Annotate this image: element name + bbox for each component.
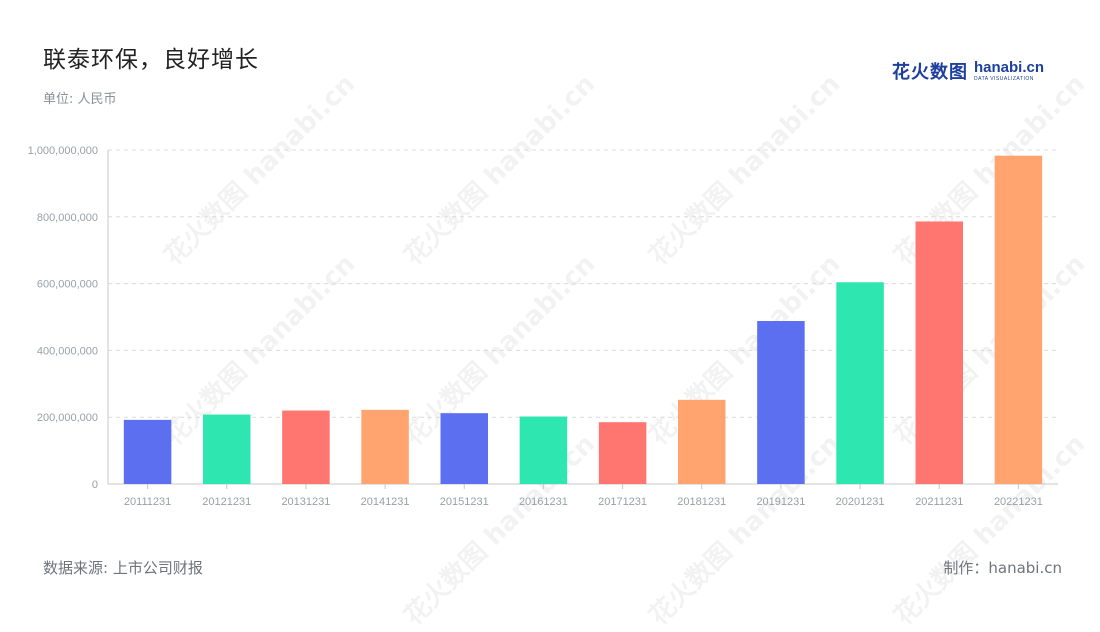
- bar-20191231: [757, 321, 805, 484]
- bar-20161231: [519, 416, 568, 484]
- x-tick-label: 20131231: [281, 496, 330, 508]
- bar-20151231: [440, 413, 488, 484]
- x-tick-label: 20181231: [677, 496, 726, 508]
- x-tick-label: 20171231: [598, 496, 647, 508]
- bar-20201231: [836, 282, 884, 484]
- brand-cn-text: 花火数图: [892, 62, 968, 83]
- bar-20171231: [598, 422, 647, 484]
- x-tick-label: 20221231: [994, 496, 1043, 508]
- brand-en-text: hanabi.cn: [974, 59, 1045, 76]
- y-tick-label: 0: [92, 479, 98, 491]
- bar-20121231: [203, 414, 251, 484]
- x-tick-label: 20111231: [124, 496, 171, 508]
- brand-sub-text: DATA VISUALIZATION: [974, 76, 1034, 82]
- bar-20131231: [282, 410, 330, 484]
- data-source: 数据来源: 上市公司财报: [43, 559, 203, 577]
- x-tick-label: 20141231: [361, 496, 410, 508]
- x-tick-label: 20121231: [202, 496, 251, 508]
- x-tick-label: 20161231: [519, 496, 568, 508]
- brand-logo: 花火数图 hanabi.cn DATA VISUALIZATION: [892, 58, 1044, 84]
- bar-20221231: [994, 155, 1043, 485]
- unit-label: 单位: 人民币: [43, 92, 117, 107]
- brand-en-block: hanabi.cn DATA VISUALIZATION: [974, 60, 1044, 82]
- y-tick-label: 1,000,000,000: [28, 145, 98, 157]
- x-tick-label: 20211231: [915, 496, 963, 508]
- x-tick-label: 20191231: [756, 496, 805, 508]
- y-tick-label: 200,000,000: [37, 412, 98, 424]
- credit: 制作：hanabi.cn: [943, 559, 1062, 577]
- bar-20211231: [915, 221, 963, 484]
- x-tick-label: 20151231: [440, 496, 489, 508]
- x-tick-label: 20201231: [836, 496, 885, 508]
- y-tick-label: 400,000,000: [37, 345, 98, 357]
- y-tick-label: 800,000,000: [37, 212, 98, 224]
- chart-title: 联泰环保，良好增长: [43, 47, 259, 73]
- bar-20111231: [123, 419, 172, 484]
- bar-20141231: [361, 409, 409, 484]
- bar-20181231: [678, 399, 726, 484]
- y-tick-label: 600,000,000: [37, 279, 98, 291]
